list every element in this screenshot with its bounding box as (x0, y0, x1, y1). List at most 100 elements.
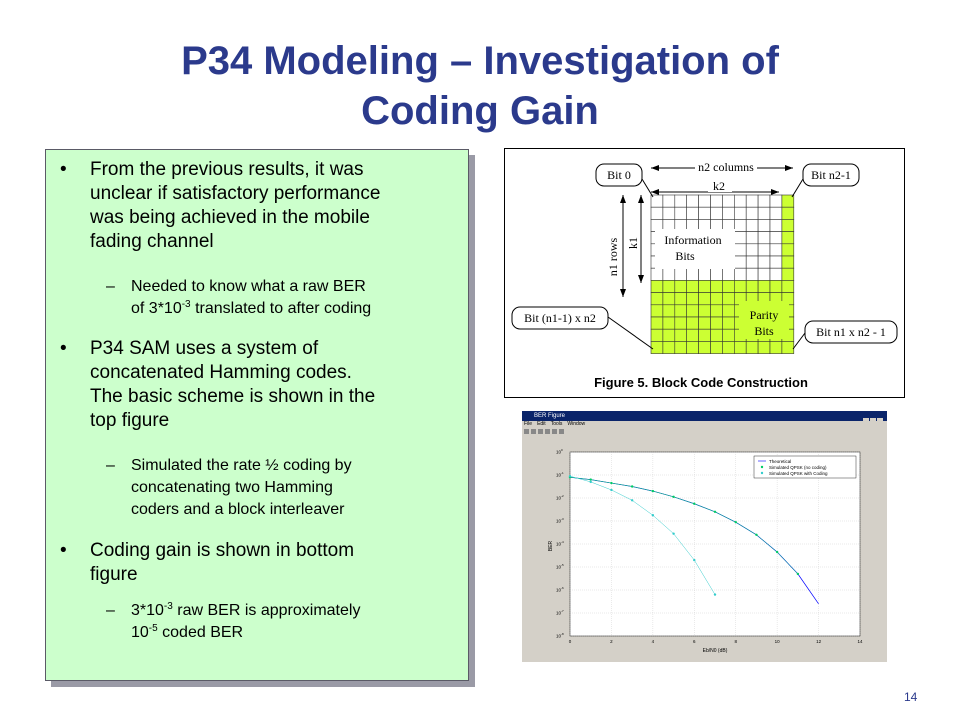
window-controls[interactable] (863, 412, 885, 425)
bit-n1-n2-1-label: Bit n1 x n2 - 1 (816, 325, 886, 339)
menu-file[interactable]: File (524, 421, 533, 427)
data-point (796, 572, 800, 576)
bullet-1-text: From the previous results, it was unclea… (90, 158, 460, 254)
info-bit-cell (745, 267, 759, 281)
bullet-text-box: • From the previous results, it was uncl… (45, 149, 469, 681)
parity-bit-cell (745, 280, 759, 293)
maximize-icon[interactable] (870, 418, 876, 425)
parity-bit-cell (686, 280, 699, 293)
legend-entry-with-coding: Simulated QPSK with Coding (769, 471, 828, 476)
data-point (610, 481, 613, 485)
slide-title: P34 Modeling – Investigation of Coding G… (0, 36, 960, 136)
parity-bit-cell (662, 316, 676, 330)
parity-bits-label-1: Parity (750, 308, 779, 322)
bullet-dot: • (60, 540, 67, 561)
parity-bit-cell (757, 341, 771, 354)
block-code-diagram: Information Bits Parity Bits n2 columns … (511, 160, 898, 390)
data-point (734, 520, 737, 524)
minimize-icon[interactable] (863, 418, 869, 425)
info-bit-cell (734, 231, 747, 245)
parity-bit-cell (722, 341, 735, 354)
info-bit-cell (710, 206, 723, 220)
parity-bit-cell (781, 243, 795, 257)
parity-bit-cell (686, 341, 699, 354)
data-point (672, 532, 675, 535)
window-titlebar: BER Figure (522, 411, 887, 425)
parity-bit-cell (781, 255, 795, 269)
x-tick-label: 8 (734, 639, 737, 644)
close-icon[interactable] (877, 418, 883, 425)
info-bit-cell (769, 267, 783, 281)
legend-swatch-no-coding (760, 465, 764, 469)
sub-bullet-1-line-2: of 3*10-3 translated to after coding (131, 299, 372, 318)
parity-bits-label-2: Bits (754, 324, 774, 338)
arrow-head (620, 195, 626, 203)
toolbar-new-icon[interactable] (524, 429, 529, 434)
x-tick-label: 4 (652, 639, 655, 644)
toolbar-open-icon[interactable] (531, 429, 536, 434)
series-line (569, 475, 716, 595)
k1-label: k1 (626, 237, 640, 249)
toolbar-rotate-icon[interactable] (559, 429, 564, 434)
data-point (630, 485, 634, 488)
data-point (610, 488, 613, 492)
data-point (693, 502, 696, 505)
x-tick-label: 14 (857, 639, 863, 644)
data-point (589, 480, 592, 484)
parity-bit-cell (722, 304, 735, 318)
info-bit-cell (686, 194, 699, 208)
bit0-callout (595, 163, 643, 187)
info-bit-cell (745, 231, 759, 245)
bullet-2-line-2: concatenated Hamming codes. (90, 362, 352, 383)
toolbar-save-icon[interactable] (538, 429, 543, 434)
sub-bullet-3-line-1: 3*10-3 raw BER is approximately (131, 601, 361, 620)
data-point (651, 514, 655, 517)
y-tick-exponent: -8 (561, 632, 564, 636)
info-bit-cell (698, 267, 711, 281)
info-bit-cell (722, 206, 735, 220)
info-label-bg (655, 229, 735, 269)
bullet-2-line-4: top figure (90, 410, 170, 431)
parity-bit-cell (781, 280, 795, 293)
bullet-dot: • (60, 338, 67, 359)
information-bits-label-1: Information (664, 233, 721, 247)
y-tick-exponent: -4 (561, 540, 564, 544)
info-bit-cell (662, 267, 676, 281)
toolbar-zoom-out-icon[interactable] (552, 429, 557, 434)
y-tick-label: 10 (556, 588, 562, 593)
series-line (569, 477, 799, 575)
info-bit-cell (674, 206, 688, 220)
data-point (589, 478, 592, 481)
bullet-1-line-1: From the previous results, it was (90, 159, 364, 180)
parity-bit-cell (650, 280, 664, 293)
bullet-1-line-3: was being achieved in the mobile (90, 207, 370, 228)
y-tick-label: 10 (556, 565, 562, 570)
menu-bar: File Edit Tools Window (524, 421, 585, 428)
toolbar-zoom-in-icon[interactable] (545, 429, 550, 434)
parity-bit-cell (662, 341, 676, 354)
menu-edit[interactable]: Edit (537, 421, 546, 427)
callout-pointer (791, 178, 804, 198)
arrow-head (638, 275, 644, 283)
info-bit-cell (722, 267, 735, 281)
parity-bit-cell (662, 292, 676, 306)
info-bit-cell (769, 243, 783, 257)
sub-bullet-1-line-1: Needed to know what a raw BER (131, 278, 366, 295)
bullet-3-line-1: Coding gain is shown in bottom (90, 540, 355, 561)
parity-bit-cell (781, 231, 795, 245)
arrow-head (651, 165, 659, 171)
menu-tools[interactable]: Tools (550, 421, 563, 427)
callout-pointer (607, 316, 654, 350)
y-axis-label: BER (548, 540, 554, 551)
parity-bit-cell (722, 316, 735, 330)
info-bit-cell (686, 267, 699, 281)
parity-bit-cell (757, 280, 771, 293)
bit-n1-n2-1-callout (804, 320, 898, 344)
arrow-head (771, 189, 779, 195)
sub-bullet-3-text: 3*10-3 raw BER is approximately 10-5 cod… (131, 600, 461, 644)
info-bit-cell (769, 219, 783, 232)
info-bit-cell (662, 206, 676, 220)
parity-bit-cell (674, 304, 688, 318)
parity-bit-cell (686, 328, 699, 342)
menu-window[interactable]: Window (567, 421, 586, 427)
